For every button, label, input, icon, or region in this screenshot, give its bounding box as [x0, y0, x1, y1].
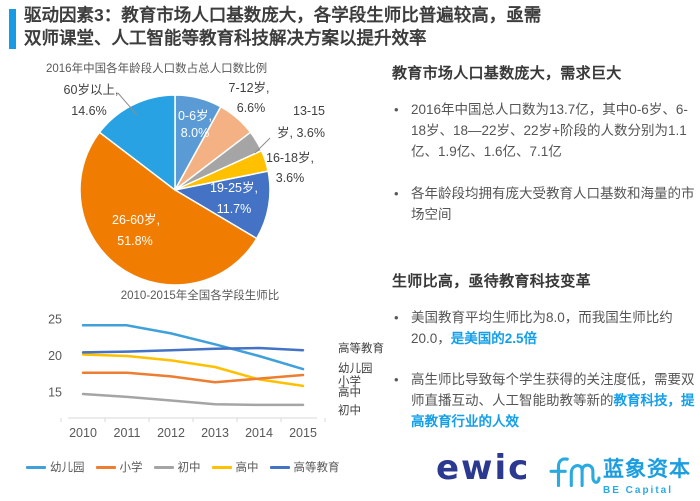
- bullet-text: 高生师比导致每个学生获得的关注度低，需要双师直播互动、人工智能助教等新的教育科技…: [411, 372, 695, 429]
- bullet-text: 各年龄段均拥有庞大受教育人口基数和海量的市场空间: [411, 185, 695, 222]
- title-accent-bar: [9, 9, 16, 49]
- blue-elephant-logo-icon: [549, 457, 601, 488]
- section1-heading: 教育市场人口基数庞大，需求巨大: [392, 65, 622, 82]
- pie-slice-label: 16-18岁,: [266, 150, 314, 165]
- lanxiang-logo-text: 蓝象资本: [603, 458, 691, 481]
- line-chart: 15 20 25 2010 2011 2012 2013 2014 2015 高等教育幼儿园小学高…: [48, 313, 384, 441]
- bullet-item: • 各年龄段均拥有庞大受教育人口基数和海量的市场空间: [392, 184, 695, 226]
- pie-chart-title: 2016年中国各年龄段人口数占总人口数比例: [46, 63, 268, 75]
- pie-slice-label: 14.6%: [71, 104, 106, 118]
- bullet-marker: •: [394, 372, 399, 388]
- pie-label-leader-line: [117, 92, 138, 116]
- legend-swatch: [211, 465, 232, 469]
- legend-label: 高等教育: [293, 462, 340, 474]
- bullet-text-highlight: 是美国的2.5倍: [450, 330, 538, 346]
- y-axis-tick-label: 15: [48, 386, 62, 400]
- bullet-text-highlight: 教育科技，提高教育行业的人效: [411, 393, 695, 430]
- bullet-text: 2016年中国总人口数为13.7亿，其中0-6岁、6-18岁、18—22岁、22…: [411, 102, 688, 159]
- pie-slice-label: 51.8%: [117, 234, 152, 248]
- legend-swatch: [153, 465, 174, 469]
- be-capital-text: BE Capital: [603, 485, 674, 496]
- line-series-小学: [81, 371, 305, 384]
- lanxiang-logo: 蓝象资本 BE Capital: [603, 453, 691, 496]
- bullet-marker: •: [394, 185, 399, 201]
- legend-item-小学: 小学: [95, 459, 143, 475]
- line-chart-title: 2010-2015年全国各学段生师比: [120, 290, 280, 302]
- pie-slice-label: 6.6%: [237, 101, 266, 115]
- bullet-marker: •: [394, 102, 399, 117]
- bullet-item: • 高生师比导致每个学生获得的关注度低，需要双师直播互动、人工智能助教等新的教育…: [392, 370, 695, 433]
- legend-swatch: [95, 465, 116, 469]
- legend-swatch: [26, 465, 46, 469]
- series-label-幼儿园: 幼儿园: [338, 362, 373, 375]
- legend-item-高中: 高中: [211, 459, 259, 475]
- bullet-item: • 2016年中国总人口数为13.7亿，其中0-6岁、6-18岁、18—22岁、…: [392, 100, 695, 163]
- bullet-text: 美国教育平均生师比为8.0，而我国生师比约20.0，是美国的2.5倍: [411, 310, 673, 346]
- pie-slice-26-60岁: [79, 131, 258, 286]
- bullet-text-normal: 美国教育平均生师比为8.0，而我国生师比约20.0，: [411, 309, 673, 346]
- line-series-幼儿园: [81, 324, 305, 371]
- line-series-高等教育: [81, 346, 305, 354]
- series-label-高中: 高中: [338, 385, 361, 399]
- legend-label: 小学: [119, 462, 143, 474]
- pie-slice-label: 11.7%: [217, 202, 252, 216]
- x-axis-tick-label: 2015: [289, 426, 317, 440]
- legend-label: 幼儿园: [50, 462, 85, 474]
- series-label-高等教育: 高等教育: [338, 341, 384, 355]
- series-label-初中: 初中: [338, 403, 361, 417]
- section2-heading: 生师比高，亟待教育科技变革: [392, 272, 591, 290]
- x-axis-tick-label: 2012: [157, 426, 185, 440]
- pie-slice-label: 0-6岁,: [178, 108, 212, 123]
- legend-item-幼儿园: 幼儿园: [26, 459, 85, 475]
- legend-label: 初中: [177, 462, 201, 474]
- bullet-marker: •: [394, 309, 399, 325]
- pie-slice-label: 26-60岁,: [112, 212, 160, 227]
- legend-item-初中: 初中: [153, 459, 201, 475]
- y-axis-tick-label: 20: [48, 349, 62, 363]
- bullet-item: • 美国教育平均生师比为8.0，而我国生师比约20.0，是美国的2.5倍: [392, 308, 695, 350]
- pie-slice-19-25岁: [172, 170, 271, 240]
- right-panel: 教育市场人口基数庞大，需求巨大 • 2016年中国总人口数为13.7亿，其中0-…: [392, 62, 695, 433]
- line-series-高中: [81, 353, 305, 388]
- pie-chart: 0-6岁, 8.0% 7-12岁, 6.6% 13-15 岁, 3.6% 16-18岁, 3.…: [64, 80, 325, 286]
- pie-slice-label: 岁, 3.6%: [277, 125, 325, 140]
- y-axis-tick-label: 25: [48, 313, 62, 327]
- section1-bullet-list: • 2016年中国总人口数为13.7亿，其中0-6岁、6-18岁、18—22岁、…: [392, 100, 695, 226]
- series-label-小学: 小学: [338, 374, 361, 388]
- bullet-text-normal: 高生师比导致每个学生获得的关注度低，需要双师直播互动、人工智能助教等新的: [411, 372, 695, 409]
- page-title: 驱动因素3：教育市场人口基数庞大，各学段生师比普遍较高，亟需 双师课堂、人工智能…: [24, 4, 688, 50]
- x-axis-tick-label: 2014: [245, 426, 273, 440]
- pie-slice-60岁以上: [98, 94, 176, 192]
- legend-label: 高中: [235, 462, 259, 474]
- pie-slice-label: 19-25岁,: [210, 180, 258, 195]
- ewic-logo: ewic: [436, 448, 531, 488]
- x-axis-tick-label: 2010: [69, 426, 97, 440]
- legend-item-高等教育: 高等教育: [269, 459, 340, 475]
- page-title-line1: 驱动因素3：教育市场人口基数庞大，各学段生师比普遍较高，亟需: [24, 5, 542, 25]
- pie-slice-label: 13-15: [293, 104, 325, 118]
- pie-slice-label: 60岁以上,: [64, 82, 119, 97]
- legend-swatch: [269, 465, 290, 469]
- pie-slice-label: 3.6%: [276, 171, 305, 185]
- pie-label-leader-line: [254, 137, 271, 154]
- page-title-line2: 双师课堂、人工智能等教育科技解决方案以提升效率: [24, 28, 427, 49]
- pie-slice-label: 8.0%: [181, 126, 210, 140]
- x-axis-tick-label: 2011: [114, 426, 141, 440]
- x-axis-tick-label: 2013: [201, 426, 229, 440]
- section2-bullet-list: • 美国教育平均生师比为8.0，而我国生师比约20.0，是美国的2.5倍 • 高…: [392, 308, 695, 434]
- pie-slice-label: 7-12岁,: [229, 80, 270, 95]
- line-series-初中: [81, 392, 305, 407]
- line-chart-legend: 幼儿园 小学 初中 高中 高等教育: [26, 459, 371, 475]
